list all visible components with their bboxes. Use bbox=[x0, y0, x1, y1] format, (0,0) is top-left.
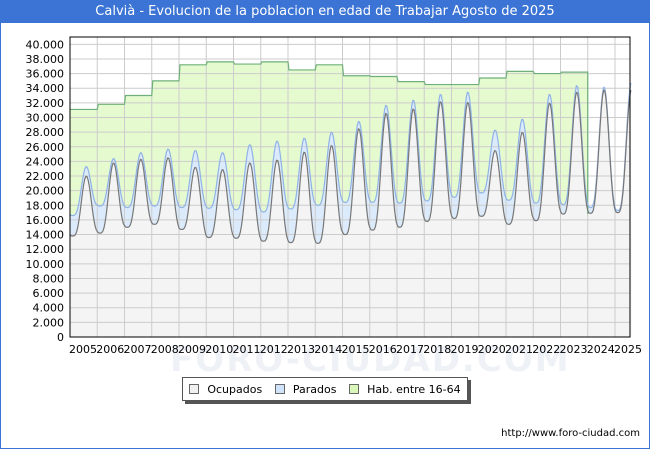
x-tick-label: 2017 bbox=[396, 343, 424, 356]
watermark: FORO-CIUDAD.COM bbox=[170, 340, 571, 380]
y-tick-label: 20.000 bbox=[26, 185, 65, 198]
y-tick-label: 34.000 bbox=[26, 82, 65, 95]
x-tick-label: 2025 bbox=[614, 343, 642, 356]
x-tick-label: 2020 bbox=[478, 343, 506, 356]
x-tick-label: 2013 bbox=[287, 343, 315, 356]
y-tick-label: 10.000 bbox=[26, 258, 65, 271]
x-tick-label: 2014 bbox=[314, 343, 342, 356]
y-tick-label: 4.000 bbox=[33, 302, 65, 315]
source-url[interactable]: http://www.foro-ciudad.com bbox=[501, 428, 640, 439]
legend-label-ocupados: Ocupados bbox=[207, 382, 263, 396]
y-tick-label: 24.000 bbox=[26, 155, 65, 168]
y-tick-label: 2.000 bbox=[33, 316, 65, 329]
x-tick-label: 2011 bbox=[233, 343, 261, 356]
y-tick-label: 6.000 bbox=[33, 287, 65, 300]
y-tick-label: 22.000 bbox=[26, 170, 65, 183]
legend-swatch-parados bbox=[274, 384, 285, 394]
x-tick-label: 2024 bbox=[587, 343, 615, 356]
legend-item-hab: Hab. entre 16-64 bbox=[349, 383, 461, 396]
x-tick-label: 2005 bbox=[69, 343, 97, 356]
legend-swatch-ocupados bbox=[189, 384, 200, 394]
chart-legend: Ocupados Parados Hab. entre 16-64 bbox=[182, 377, 468, 401]
legend-item-ocupados: Ocupados bbox=[189, 383, 262, 396]
x-tick-label: 2008 bbox=[151, 343, 179, 356]
x-tick-label: 2015 bbox=[342, 343, 370, 356]
y-tick-label: 12.000 bbox=[26, 243, 65, 256]
chart-title: Calvià - Evolucion de la poblacion en ed… bbox=[0, 0, 650, 23]
legend-item-parados: Parados bbox=[274, 382, 337, 396]
y-tick-label: 14.000 bbox=[26, 229, 65, 242]
y-tick-label: 32.000 bbox=[26, 97, 65, 110]
x-tick-label: 2007 bbox=[124, 343, 152, 356]
x-tick-label: 2021 bbox=[505, 343, 533, 356]
y-tick-label: 16.000 bbox=[26, 214, 65, 227]
x-tick-label: 2010 bbox=[205, 343, 233, 356]
legend-swatch-hab bbox=[349, 384, 360, 394]
y-tick-label: 8.000 bbox=[33, 272, 65, 285]
x-tick-label: 2009 bbox=[178, 343, 206, 356]
x-tick-label: 2019 bbox=[451, 343, 479, 356]
y-tick-label: 28.000 bbox=[26, 126, 65, 139]
y-tick-label: 30.000 bbox=[26, 111, 65, 124]
x-tick-label: 2018 bbox=[423, 343, 451, 356]
x-tick-label: 2012 bbox=[260, 343, 288, 356]
x-tick-label: 2016 bbox=[369, 343, 397, 356]
x-tick-label: 2022 bbox=[532, 343, 560, 356]
x-tick-label: 2006 bbox=[96, 343, 124, 356]
y-tick-label: 26.000 bbox=[26, 141, 65, 154]
legend-label-parados: Parados bbox=[292, 382, 337, 396]
y-tick-label: 18.000 bbox=[26, 199, 65, 212]
legend-label-hab: Hab. entre 16-64 bbox=[367, 382, 461, 396]
y-tick-label: 40.000 bbox=[26, 38, 65, 51]
x-tick-label: 2023 bbox=[560, 343, 588, 356]
y-tick-label: 0 bbox=[57, 331, 64, 344]
y-tick-label: 36.000 bbox=[26, 68, 65, 81]
y-tick-label: 38.000 bbox=[26, 53, 65, 66]
